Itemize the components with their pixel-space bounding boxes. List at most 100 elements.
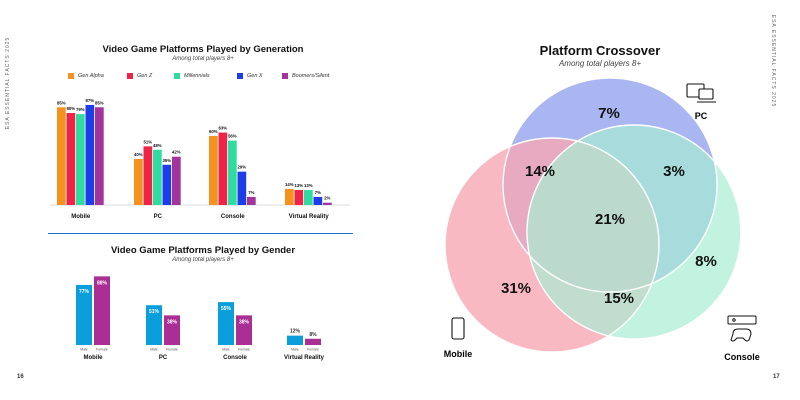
venn-value-pc-only: 7% [598,105,620,122]
controller-shape [730,328,752,342]
bar-data-label: 29% [238,165,247,170]
bar-data-label: 38% [239,319,250,325]
legend-item-boomers: Boomers/Silent [282,73,329,79]
category-label-console: Console [221,214,245,220]
gender-sublabel: Male [222,348,230,352]
bar-boomers-silent-mobile [95,107,104,205]
gender-category-label-console: Console [223,355,247,361]
generation-legend: Gen Alpha Gen Z Millennials Gen X Boomer… [60,73,360,83]
venn-outlines [444,77,742,353]
venn-value-pc-mobile: 14% [525,163,555,180]
bar-gen-x-mobile [85,104,95,205]
venn-diagram: 7% 14% 3% 21% 8% 31% 15% PC Mobile Conso… [444,77,760,362]
bar-gen-x-console [237,171,247,205]
venn-value-all-three: 21% [595,211,625,228]
venn-outline-pc [502,77,718,293]
legend-label: Gen Alpha [78,73,104,79]
gender-sublabel: Female [307,348,319,352]
legend-item-gen-x: Gen X [237,73,263,79]
gender-category-label-mobile: Mobile [84,355,104,361]
venn-set-label-mobile: Mobile [444,349,473,359]
venn-set-label-console: Console [724,352,760,362]
generation-chart: 85%80% 79%87% 85%Mobile40%51%48%35%42%PC60… [50,98,350,220]
legend-swatch [174,73,180,79]
page-number-left: 16 [17,374,24,380]
section-divider [48,233,353,234]
venn-value-mobile-only: 31% [501,280,531,297]
venn-value-mobile-console: 15% [604,290,634,307]
gender-chart-subtitle: Among total players 8+ [172,257,234,263]
bar-data-label: 56% [228,134,237,139]
bar-gen-z-virtual-reality [294,190,304,205]
bar-data-label: 2% [324,196,330,201]
bar-data-label: 85% [95,100,104,105]
bar-data-label: 13% [304,183,313,188]
legend-item-millennials: Millennials [174,73,210,79]
bar-gen-alpha-pc [134,159,143,205]
bar-data-label: 48% [153,143,162,148]
gender-sublabel: Female [166,348,178,352]
bar-female-virtual-reality [305,338,321,345]
mobile-phone-shape [451,317,465,340]
bar-data-label: 40% [134,152,143,157]
bar-male-pc [146,305,162,345]
mobile-icon [451,317,465,340]
bar-data-label: 87% [86,98,95,103]
category-label-mobile: Mobile [71,214,91,220]
bar-data-label: 35% [163,158,172,163]
gender-chart-title: Video Game Platforms Played by Gender [110,245,296,256]
bar-data-label: 51% [144,139,153,144]
gender-chart: 77% Male 88% Female Mobile 51% Male 38% Female PC… [76,276,325,361]
bar-data-label: 42% [172,150,181,155]
bar-data-label: 80% [67,106,76,111]
legend-label: Gen Z [137,73,153,79]
pc-laptop-shape [698,88,714,100]
bar-data-label: 7% [248,190,254,195]
venn-value-pc-console: 3% [663,163,685,180]
bar-data-label: 79% [76,107,85,112]
bar-data-label: 85% [57,100,66,105]
bar-data-label: 13% [295,183,304,188]
bar-gen-alpha-virtual-reality [285,188,294,205]
legend-label: Gen X [247,73,263,79]
legend-swatch [68,73,74,79]
bar-gen-z-pc [143,146,153,205]
bar-millennials-mobile [76,114,85,205]
bar-data-label: 14% [285,182,294,187]
generation-chart-subtitle: Among total players 8+ [172,56,234,62]
legend-label: Millennials [184,73,210,79]
bar-boomers-silent-console [247,196,256,205]
bar-data-label: 38% [167,319,178,325]
legend-label: Boomers/Silent [292,73,330,79]
bar-data-label: 12% [290,329,301,335]
console-box-shape [727,315,757,325]
gender-sublabel: Male [80,348,88,352]
bar-boomers-silent-pc [172,156,181,205]
legend-swatch [282,73,288,79]
legend-swatch [237,73,243,79]
gender-sublabel: Male [291,348,299,352]
bar-millennials-console [228,140,237,205]
venn-set-label-pc: PC [695,111,708,121]
bar-data-label: 7% [315,190,321,195]
bar-millennials-virtual-reality [304,190,313,205]
bar-data-label: 88% [97,280,108,286]
bar-gen-alpha-mobile [57,107,66,205]
console-dot-shape [732,318,736,322]
bar-male-console [218,302,234,345]
venn-outline-mobile [444,137,660,353]
bar-gen-z-console [218,132,228,205]
bar-data-label: 55% [221,306,232,312]
venn-circles [445,78,741,352]
bar-gen-x-pc [162,164,172,205]
gender-category-label-virtual-reality: Virtual Reality [284,355,325,361]
bar-data-label: 8% [309,332,317,338]
bar-female-pc [164,315,180,345]
category-label-virtual-reality: Virtual Reality [289,214,330,220]
pc-icon [686,83,716,103]
bar-data-label: 60% [209,129,218,134]
generation-chart-title: Video Game Platforms Played by Generatio… [102,44,304,55]
bar-millennials-pc [153,149,162,205]
venn-outline-console [526,124,742,340]
bar-boomers-silent-virtual-reality [323,202,332,205]
